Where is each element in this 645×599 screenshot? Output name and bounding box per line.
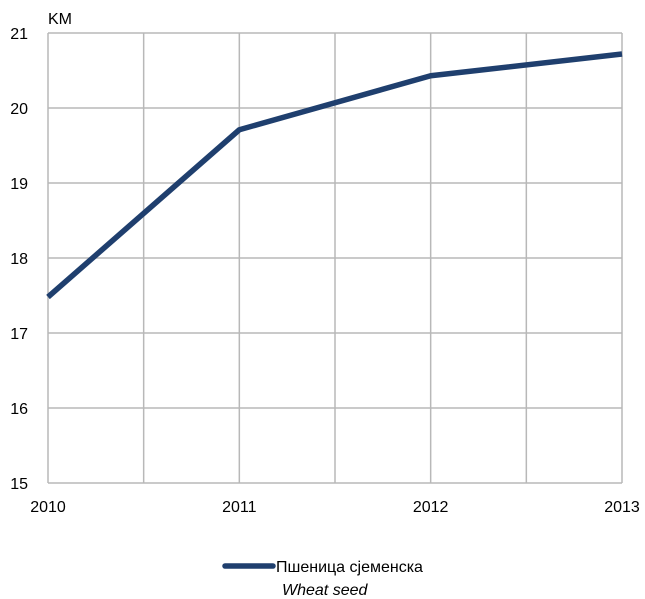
y-tick-label: 20: [10, 101, 28, 118]
y-tick-label: 19: [10, 176, 28, 193]
legend: Пшеница сјеменска Wheat seed: [222, 559, 423, 599]
y-unit-label: KM: [48, 11, 72, 28]
y-tick-label: 17: [10, 326, 28, 343]
y-tick-label: 18: [10, 251, 28, 268]
legend-sublabel: Wheat seed: [282, 582, 368, 599]
axes: 15 16 17 18 19 20 21 2010 2011 2012 2013: [10, 26, 640, 516]
series-layer: [46, 51, 623, 300]
series-line: [46, 51, 623, 300]
legend-label: Пшеница сјеменска: [276, 559, 423, 576]
x-tick-label: 2010: [30, 499, 66, 516]
y-tick-label: 21: [10, 26, 28, 43]
y-tick-label: 16: [10, 401, 28, 418]
x-tick-label: 2011: [222, 499, 257, 516]
x-tick-label: 2012: [413, 499, 449, 516]
x-tick-label: 2013: [604, 499, 640, 516]
grid: [47, 32, 623, 484]
y-tick-label: 15: [10, 476, 28, 493]
